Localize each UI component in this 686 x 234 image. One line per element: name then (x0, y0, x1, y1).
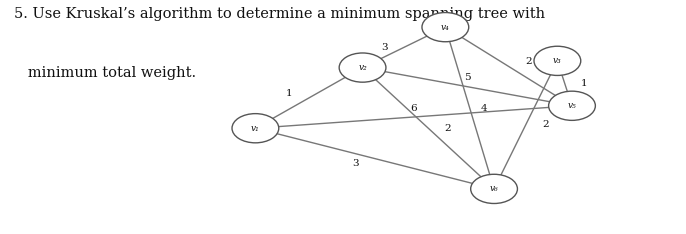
Text: 6: 6 (410, 103, 417, 113)
Text: 2: 2 (525, 58, 532, 66)
Text: v₃: v₃ (553, 56, 562, 65)
Text: 5: 5 (464, 73, 471, 82)
Text: minimum total weight.: minimum total weight. (14, 66, 196, 80)
Text: v₆: v₆ (490, 184, 499, 193)
Text: 1: 1 (581, 79, 587, 88)
Text: v₁: v₁ (251, 124, 260, 133)
Text: 4: 4 (481, 103, 488, 113)
Text: v₄: v₄ (441, 23, 450, 32)
Ellipse shape (339, 53, 386, 82)
Text: v₂: v₂ (358, 63, 367, 72)
Ellipse shape (422, 13, 469, 42)
Text: 2: 2 (445, 124, 451, 133)
Ellipse shape (232, 114, 279, 143)
Ellipse shape (471, 174, 517, 204)
Text: 5. Use Kruskal’s algorithm to determine a minimum spanning tree with: 5. Use Kruskal’s algorithm to determine … (14, 7, 545, 21)
Text: 3: 3 (381, 43, 388, 52)
Text: 3: 3 (352, 159, 359, 168)
Text: v₅: v₅ (567, 101, 576, 110)
Text: 1: 1 (286, 89, 293, 98)
Text: 2: 2 (542, 120, 549, 129)
Ellipse shape (534, 46, 581, 75)
Ellipse shape (549, 91, 595, 120)
